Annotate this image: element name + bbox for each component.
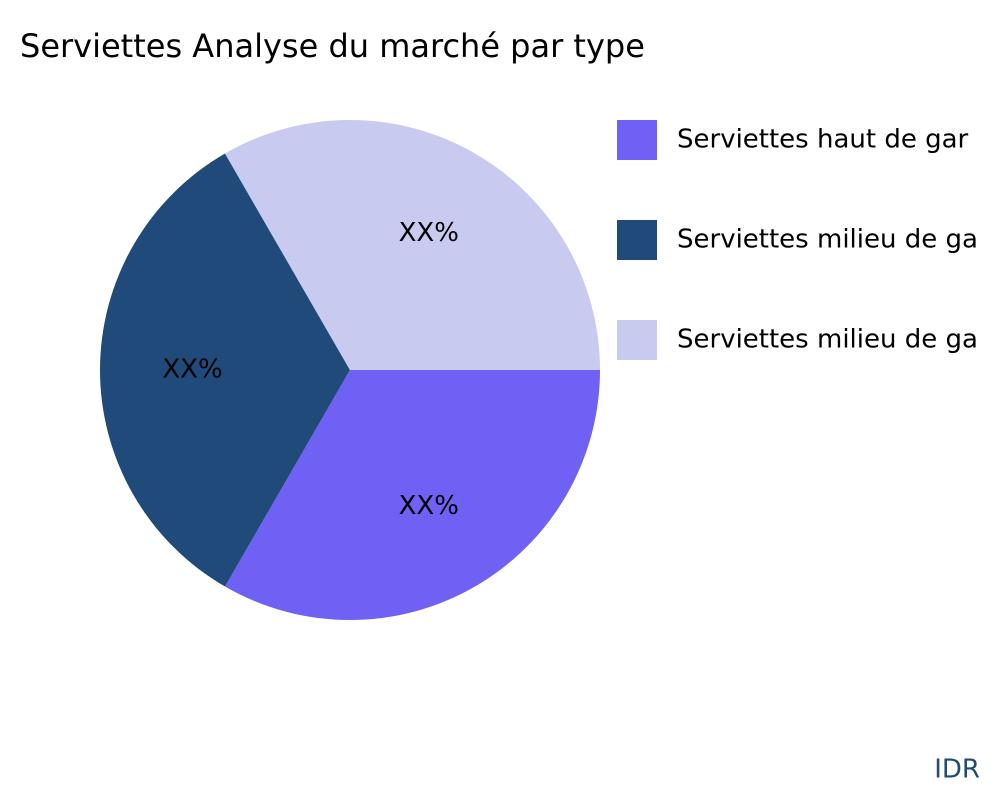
data-label: XX% [399, 218, 459, 248]
chart-title: Serviettes Analyse du marché par type [20, 27, 645, 65]
data-label: XX% [162, 355, 222, 385]
data-label: XX% [399, 491, 459, 521]
watermark: IDR [934, 755, 980, 785]
legend-swatch [617, 320, 657, 360]
legend-label: Serviettes milieu de ga [677, 325, 978, 355]
legend-swatch [617, 120, 657, 160]
legend-label: Serviettes haut de gar [677, 125, 969, 155]
pie-slice [225, 119, 600, 370]
pie-slice [225, 370, 600, 620]
legend-label: Serviettes milieu de ga [677, 225, 978, 255]
legend-swatch [617, 220, 657, 260]
